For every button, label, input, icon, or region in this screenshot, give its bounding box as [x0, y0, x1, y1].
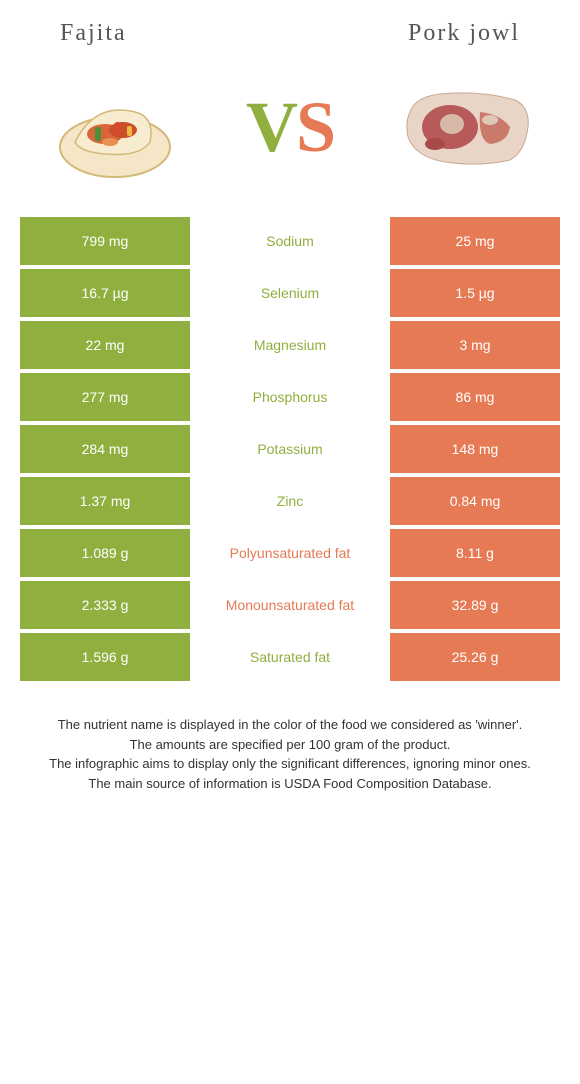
- cell-left-value: 2.333 g: [20, 581, 190, 629]
- title-left: Fajita: [60, 20, 127, 47]
- cell-left-value: 16.7 µg: [20, 269, 190, 317]
- cell-left-value: 799 mg: [20, 217, 190, 265]
- footer-line-1: The nutrient name is displayed in the co…: [20, 715, 560, 735]
- cell-nutrient-name: Zinc: [190, 477, 390, 525]
- header-row: Fajita Pork jowl: [0, 0, 580, 57]
- footer-line-3: The infographic aims to display only the…: [20, 754, 560, 774]
- cell-right-value: 8.11 g: [390, 529, 560, 577]
- footer-notes: The nutrient name is displayed in the co…: [0, 685, 580, 793]
- cell-right-value: 32.89 g: [390, 581, 560, 629]
- table-row: 16.7 µgSelenium1.5 µg: [20, 269, 560, 317]
- table-row: 284 mgPotassium148 mg: [20, 425, 560, 473]
- footer-line-2: The amounts are specified per 100 gram o…: [20, 735, 560, 755]
- cell-nutrient-name: Selenium: [190, 269, 390, 317]
- cell-right-value: 25.26 g: [390, 633, 560, 681]
- cell-nutrient-name: Monounsaturated fat: [190, 581, 390, 629]
- cell-nutrient-name: Phosphorus: [190, 373, 390, 421]
- cell-left-value: 1.089 g: [20, 529, 190, 577]
- cell-left-value: 284 mg: [20, 425, 190, 473]
- nutrient-table: 799 mgSodium25 mg16.7 µgSelenium1.5 µg22…: [0, 217, 580, 681]
- cell-right-value: 25 mg: [390, 217, 560, 265]
- fajita-image: [40, 67, 190, 187]
- cell-left-value: 277 mg: [20, 373, 190, 421]
- cell-nutrient-name: Sodium: [190, 217, 390, 265]
- table-row: 22 mgMagnesium3 mg: [20, 321, 560, 369]
- table-row: 2.333 gMonounsaturated fat32.89 g: [20, 581, 560, 629]
- table-row: 277 mgPhosphorus86 mg: [20, 373, 560, 421]
- cell-right-value: 1.5 µg: [390, 269, 560, 317]
- table-row: 799 mgSodium25 mg: [20, 217, 560, 265]
- pork-image: [390, 67, 540, 187]
- cell-nutrient-name: Potassium: [190, 425, 390, 473]
- table-row: 1.37 mgZinc0.84 mg: [20, 477, 560, 525]
- cell-nutrient-name: Saturated fat: [190, 633, 390, 681]
- cell-right-value: 0.84 mg: [390, 477, 560, 525]
- table-row: 1.596 gSaturated fat25.26 g: [20, 633, 560, 681]
- cell-nutrient-name: Polyunsaturated fat: [190, 529, 390, 577]
- cell-right-value: 3 mg: [390, 321, 560, 369]
- vs-row: VS: [0, 57, 580, 217]
- table-row: 1.089 gPolyunsaturated fat8.11 g: [20, 529, 560, 577]
- cell-right-value: 86 mg: [390, 373, 560, 421]
- vs-s: S: [296, 87, 334, 167]
- vs-text: VS: [246, 86, 334, 169]
- cell-left-value: 1.596 g: [20, 633, 190, 681]
- vs-v: V: [246, 87, 296, 167]
- title-right: Pork jowl: [408, 20, 520, 47]
- cell-right-value: 148 mg: [390, 425, 560, 473]
- cell-left-value: 1.37 mg: [20, 477, 190, 525]
- cell-left-value: 22 mg: [20, 321, 190, 369]
- footer-line-4: The main source of information is USDA F…: [20, 774, 560, 794]
- cell-nutrient-name: Magnesium: [190, 321, 390, 369]
